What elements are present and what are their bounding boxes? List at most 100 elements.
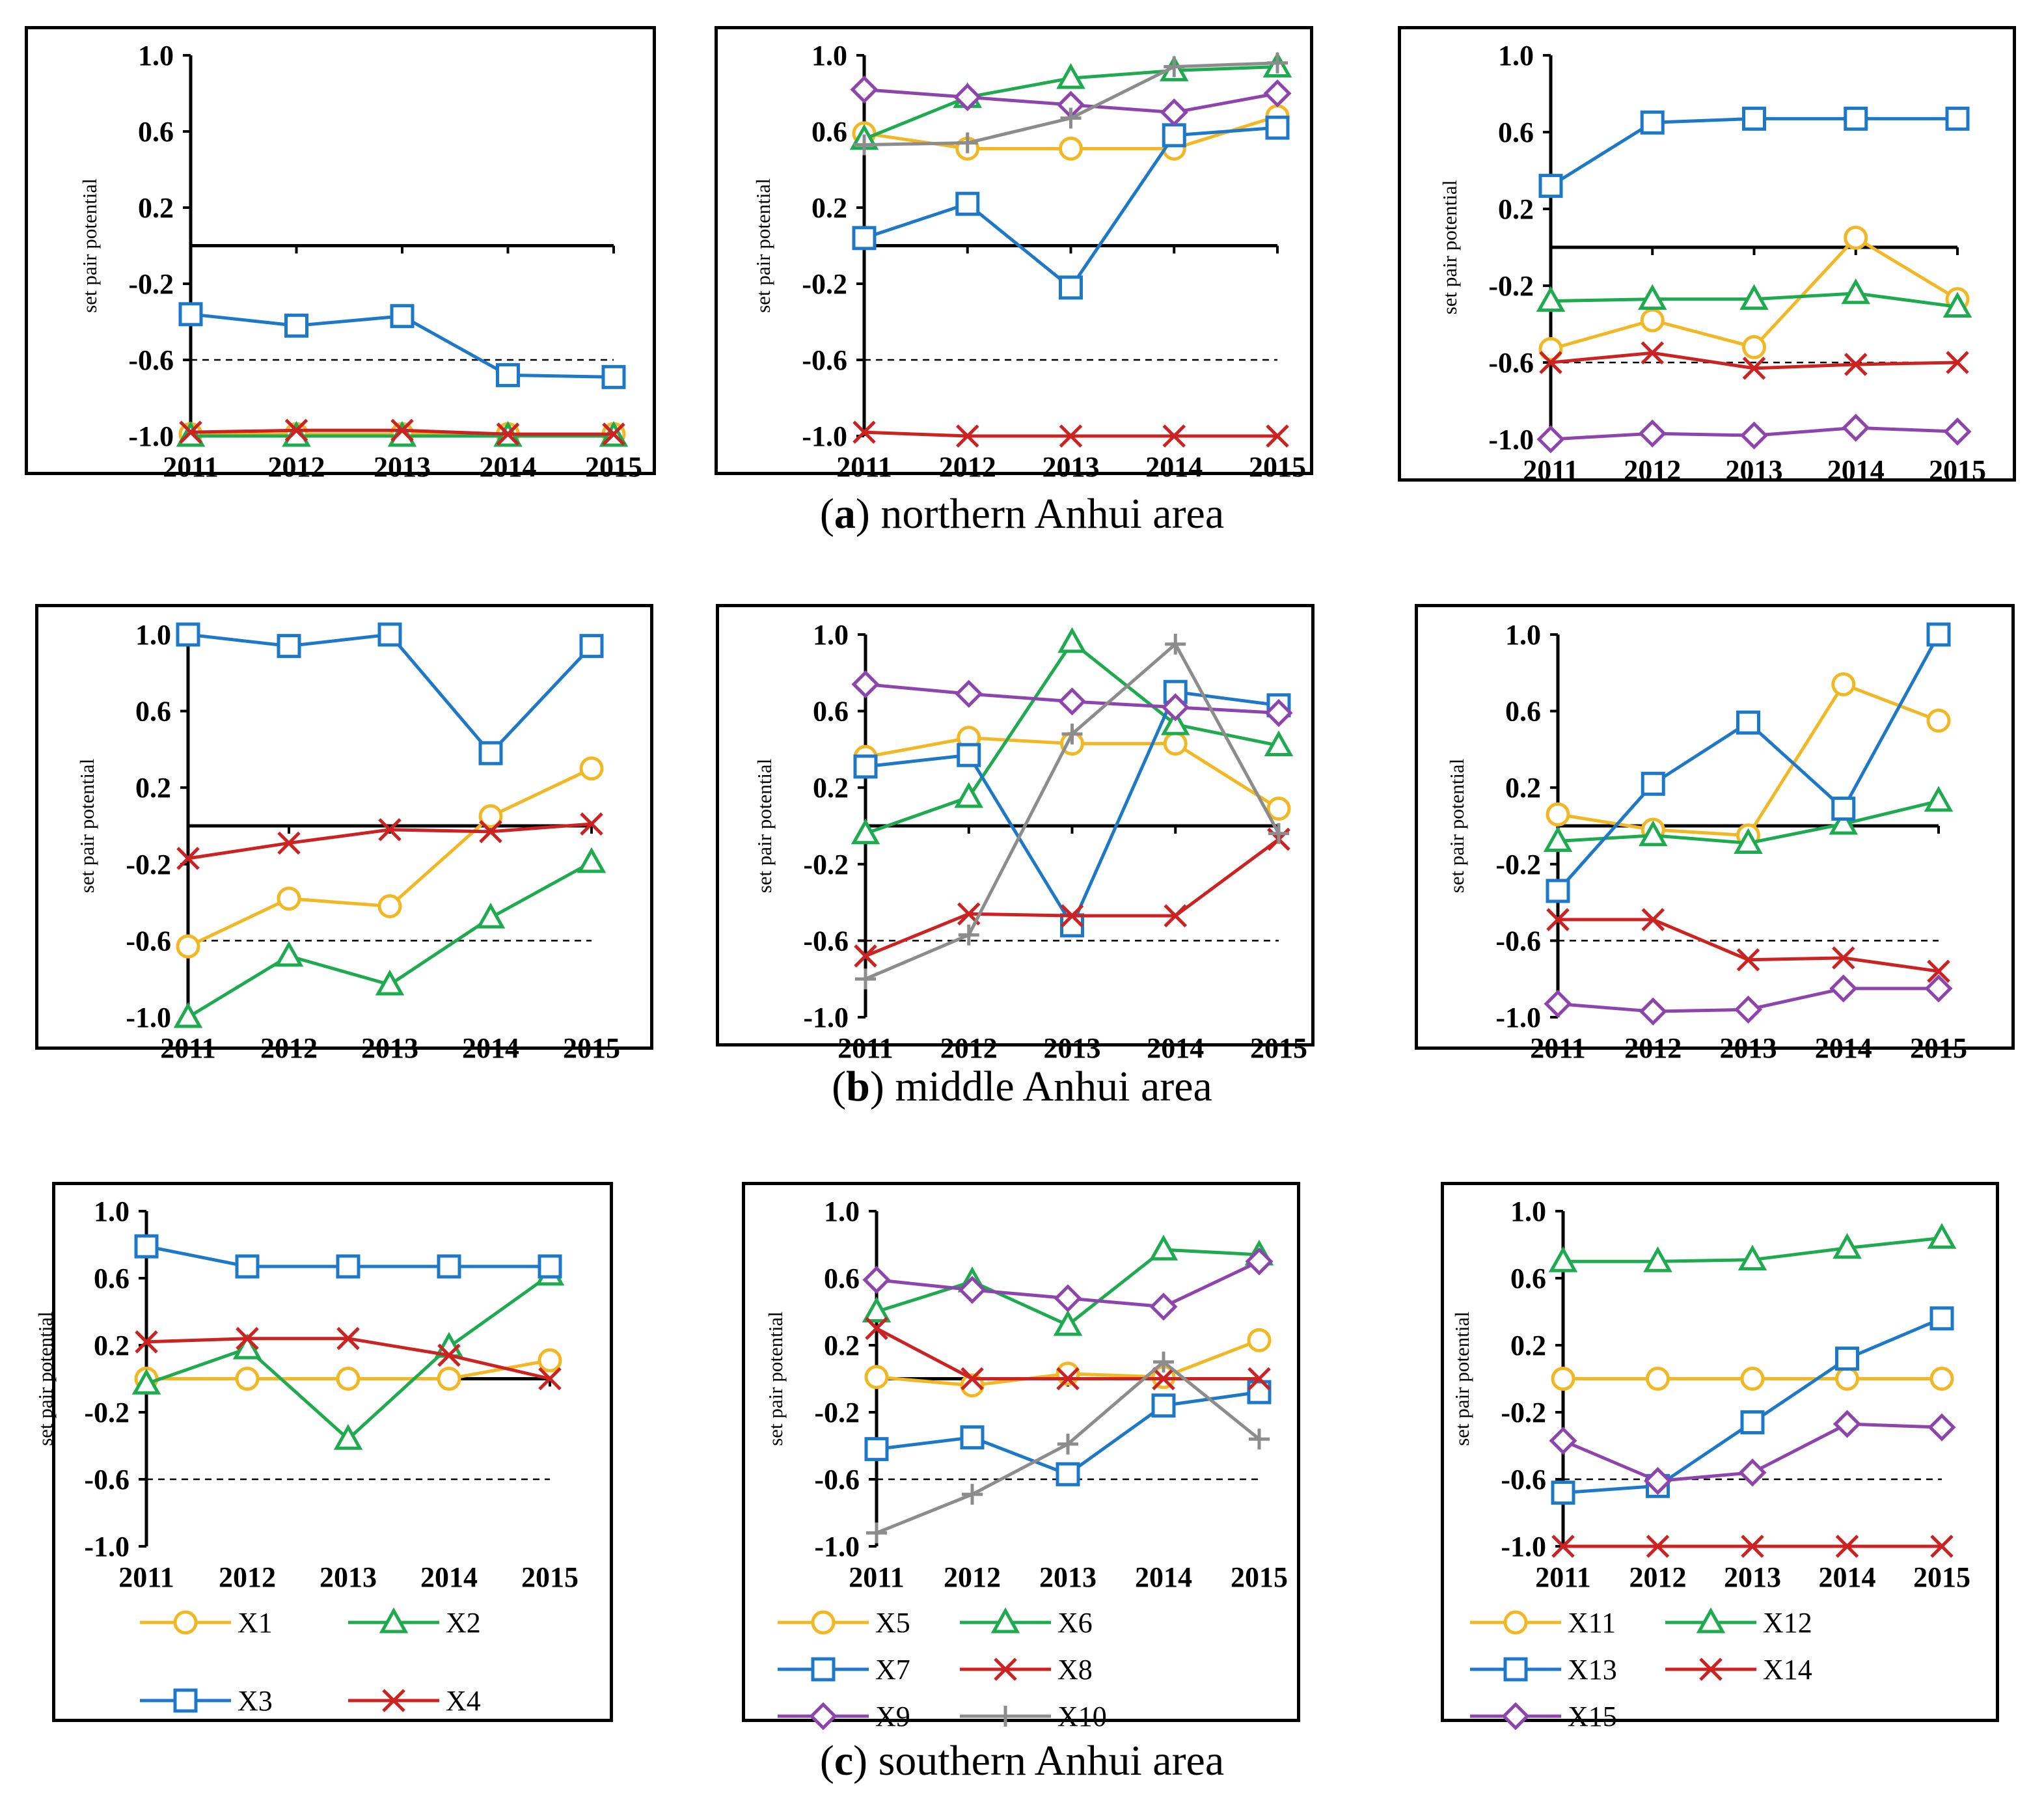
data-point: [1054, 1284, 1082, 1313]
y-tick-label: -1.0: [84, 1531, 129, 1563]
y-tick-label: -0.2: [84, 1397, 129, 1429]
y-axis-label: set pair potential: [78, 178, 101, 313]
data-point: [1163, 732, 1188, 756]
chart-panel-b3: set pair potential 1.0 0.6 0.2 -0.2 -0.6 -1.0 2…: [1415, 604, 2015, 1064]
data-point: [1536, 425, 1565, 454]
series-x15: [1549, 1410, 1956, 1496]
data-point: [479, 820, 502, 843]
caption-a: (a) northern Anhui area: [819, 490, 1225, 538]
y-tick-label: 0.6: [135, 696, 171, 728]
data-point: [1149, 1292, 1178, 1321]
series-x12: [1543, 786, 1954, 854]
data-point: [277, 831, 301, 855]
data-point: [1833, 1410, 1862, 1438]
data-point: [476, 903, 506, 929]
x-tick-label: 2015: [1249, 451, 1306, 483]
data-point: [1946, 351, 1969, 374]
legend-marker: [379, 1607, 409, 1634]
y-axis-label: set pair potential: [75, 759, 98, 894]
data-point: [962, 1484, 983, 1505]
legend-label: X15: [1568, 1701, 1617, 1732]
data-point: [1736, 710, 1760, 735]
data-point: [284, 313, 308, 338]
chart-panel-a2: set pair potential 1.0 0.6 0.2 -0.2 -0.6 -1.0 2…: [715, 26, 1313, 483]
legend-marker: [811, 1657, 836, 1682]
data-point: [1057, 1433, 1078, 1455]
y-tick-label: -1.0: [128, 420, 174, 452]
data-point: [131, 1369, 161, 1395]
data-point: [1833, 1233, 1862, 1259]
series-x7: [852, 115, 1290, 300]
data-point: [173, 1002, 203, 1028]
x-tick-label: 2014: [1147, 1032, 1204, 1064]
x-tick-label: 2012: [260, 1032, 318, 1064]
data-point: [1737, 1244, 1767, 1271]
data-point: [1059, 136, 1083, 161]
legend: X5 X6 X7 X8 X9 X10: [778, 1607, 1107, 1732]
x-tick-label: 2012: [1624, 454, 1681, 486]
data-point: [1059, 275, 1083, 300]
data-point: [1736, 948, 1760, 972]
data-point: [1536, 286, 1566, 312]
data-point: [232, 1333, 262, 1360]
data-point: [236, 1326, 259, 1350]
chart-svg: set pair potential1.00.60.2-0.2-0.6-1.02…: [1445, 619, 1967, 1064]
y-tick-label: 0.2: [1505, 772, 1541, 804]
legend-label: X1: [238, 1607, 273, 1639]
legend-item-x12: X12: [1665, 1607, 1812, 1639]
data-point: [1151, 1393, 1176, 1418]
data-point: [1165, 633, 1186, 655]
legend-item-x8: X8: [960, 1654, 1093, 1686]
y-tick-label: 0.2: [1498, 193, 1534, 225]
data-point: [579, 756, 604, 781]
data-point: [1264, 730, 1294, 757]
legend-label: X2: [446, 1607, 481, 1639]
data-point: [1942, 292, 1972, 318]
y-tick-label: 0.2: [1510, 1330, 1546, 1361]
series-line: [1557, 682, 1939, 838]
x-tick-label: 2012: [940, 1032, 998, 1064]
series-x8: [854, 827, 1290, 968]
series-x4: [179, 418, 625, 446]
data-point: [1056, 63, 1085, 89]
data-point: [235, 1254, 260, 1279]
y-tick-label: -0.2: [128, 268, 174, 300]
y-tick-label: -0.6: [814, 1464, 860, 1496]
series-x1: [134, 1348, 562, 1391]
x-tick-label: 2015: [1231, 1561, 1288, 1593]
legend-item-x13: X13: [1470, 1654, 1617, 1686]
series-x7: [853, 679, 1291, 938]
data-point: [390, 418, 414, 442]
data-point: [1835, 1347, 1859, 1371]
data-point: [1641, 771, 1665, 796]
legend-label: X10: [1057, 1701, 1107, 1732]
data-point: [336, 1254, 361, 1279]
data-point: [1551, 1367, 1575, 1391]
data-point: [377, 622, 402, 647]
data-point: [1643, 1246, 1672, 1272]
data-point: [1929, 1367, 1954, 1391]
data-point: [134, 1234, 159, 1259]
data-point: [1160, 98, 1188, 127]
data-point: [1930, 1535, 1954, 1558]
legend-item-x3: X3: [140, 1685, 273, 1717]
chart-svg: set pair potential1.00.60.2-0.2-0.6-1.02…: [1451, 1196, 1970, 1732]
series-x3: [176, 622, 604, 765]
y-tick-label: 1.0: [824, 1196, 860, 1227]
legend-item-x2: X2: [348, 1607, 481, 1639]
data-point: [1268, 823, 1289, 844]
y-tick-label: 0.2: [813, 772, 849, 804]
data-point: [1638, 820, 1668, 847]
data-point: [854, 944, 877, 968]
y-axis-label: set pair potential: [34, 1311, 57, 1446]
data-point: [1264, 699, 1293, 728]
data-point: [1543, 826, 1573, 853]
data-point: [601, 364, 626, 389]
y-tick-label: -0.2: [1501, 1397, 1546, 1429]
y-tick-label: 0.2: [94, 1330, 129, 1361]
x-tick-label: 2014: [1827, 454, 1885, 486]
y-axis-label: set pair potential: [1445, 759, 1468, 894]
data-point: [862, 1296, 892, 1322]
y-tick-label: -0.2: [802, 268, 847, 300]
x-tick-label: 2015: [521, 1561, 579, 1593]
